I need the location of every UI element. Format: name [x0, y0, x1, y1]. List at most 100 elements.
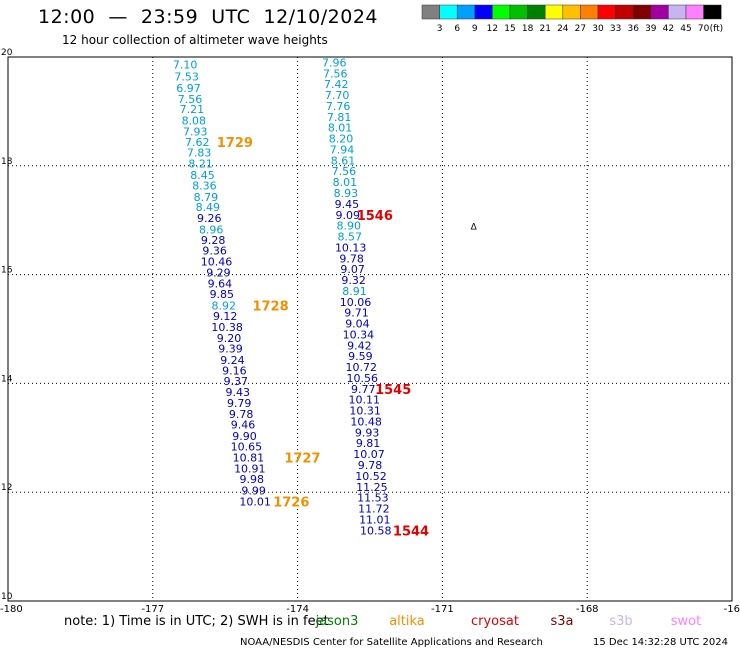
wave-height-value: 9.37	[224, 375, 249, 388]
x-tick-label: -177	[141, 604, 164, 615]
legend-swatch	[632, 4, 652, 20]
legend-tick-label: 9	[472, 24, 478, 34]
wave-height-value: 9.59	[348, 350, 373, 363]
wave-height-value: 8.92	[212, 300, 237, 313]
wave-height-value: 7.21	[180, 103, 205, 116]
wave-height-value: 7.83	[187, 147, 212, 160]
wave-height-value: 9.77	[351, 383, 376, 396]
wave-height-value: 10.56	[347, 372, 379, 385]
wave-height-value: 11.72	[358, 503, 390, 516]
wave-height-value: 10.91	[234, 462, 266, 475]
legend-tick-label: 45	[680, 24, 691, 34]
y-tick-label: 18	[1, 157, 13, 167]
page-subtitle: 12 hour collection of altimeter wave hei…	[62, 33, 328, 47]
wave-height-value: 8.91	[342, 285, 367, 298]
wave-height-value: 10.46	[201, 256, 233, 269]
wave-height-value: 8.96	[199, 223, 224, 236]
legend-tick-label: 30	[592, 24, 604, 34]
wave-height-value: 9.93	[355, 426, 380, 439]
wave-height-value: 9.43	[225, 386, 250, 399]
wave-height-value: 10.48	[350, 415, 382, 428]
wave-height-value: 9.78	[358, 459, 383, 472]
wave-height-value: 8.20	[329, 133, 354, 146]
legend-tick-label: 36	[627, 24, 639, 34]
wave-height-value: 8.61	[331, 154, 356, 167]
track-pass-1546-1544: 7.967.567.427.707.767.818.018.207.948.61…	[322, 56, 429, 539]
wave-height-value: 9.39	[218, 343, 243, 356]
legend-swatch	[527, 4, 546, 20]
color-scale-legend: 3 6 9 12 15 18 21 24 27 30 33 36 39 42 45 70 (ft)	[421, 4, 724, 34]
legend-unit: (ft)	[710, 24, 724, 34]
y-tick-label: 12	[1, 483, 12, 493]
satellite-legend-jason3: jason3	[315, 614, 359, 629]
satellite-legend-s3b: s3b	[609, 614, 632, 629]
wave-height-value: 10.58	[360, 524, 392, 537]
legend-swatch	[439, 4, 458, 20]
wave-height-value: 9.98	[239, 473, 264, 486]
wave-height-value: 9.24	[220, 354, 245, 367]
plot-frame	[7, 56, 733, 602]
wave-height-value: 7.53	[174, 71, 199, 84]
wave-height-value: 8.93	[334, 187, 359, 200]
satellite-legend-swot: swot	[671, 614, 701, 629]
wave-height-value: 9.79	[227, 397, 252, 410]
wave-height-value: 8.36	[192, 179, 217, 192]
wave-height-value: 9.16	[222, 364, 247, 377]
wave-height-value: 9.32	[341, 274, 366, 287]
wave-height-value: 9.42	[347, 339, 372, 352]
wave-height-value: 9.36	[202, 245, 227, 258]
wave-height-value: 7.56	[332, 165, 357, 178]
legend-tick-label: 39	[645, 24, 657, 34]
pass-time-label: 1729	[217, 136, 253, 151]
wave-height-value: 9.04	[345, 318, 370, 331]
wave-height-value: 8.57	[337, 231, 362, 244]
pass-time-label: 1546	[357, 209, 393, 224]
y-tick-label: 10	[1, 592, 13, 602]
wave-height-value: 8.45	[190, 169, 215, 182]
wave-height-value: 11.25	[356, 481, 388, 494]
y-tick-label: 14	[1, 374, 13, 384]
x-tick-label: -174	[286, 604, 309, 615]
legend-tick-label: 18	[522, 24, 534, 34]
wave-height-value: 10.52	[355, 470, 387, 483]
wave-height-value: 10.38	[211, 321, 243, 334]
legend-swatch	[685, 4, 704, 20]
wave-height-value: 7.10	[173, 59, 198, 72]
footer-credit: NOAA/NESDIS Center for Satellite Applica…	[240, 637, 543, 648]
legend-swatch	[474, 4, 493, 20]
wave-height-value: 9.26	[197, 212, 222, 225]
legend-tick-label: 42	[663, 24, 674, 34]
wave-height-value: 9.45	[335, 198, 360, 211]
page-title: 12:00 — 23:59 UTC 12/10/2024	[38, 6, 379, 28]
wave-height-value: 8.49	[196, 201, 221, 214]
wave-height-value: 9.28	[201, 234, 226, 247]
satellite-legend-s3a: s3a	[550, 614, 573, 629]
wave-height-value: 9.90	[232, 430, 257, 443]
legend-tick-label: 24	[557, 24, 569, 34]
x-tick-label: -16	[724, 604, 740, 615]
wave-height-value: 11.01	[359, 513, 391, 526]
wave-height-value: 9.09	[336, 209, 361, 222]
wave-height-value: 8.01	[328, 122, 353, 135]
wave-height-value: 9.46	[231, 419, 256, 432]
legend-swatch	[509, 4, 528, 20]
wave-height-value: 10.72	[346, 361, 378, 374]
wave-height-value: 9.81	[356, 437, 381, 450]
footer-timestamp: 15 Dec 14:32:28 UTC 2024	[593, 637, 728, 648]
legend-swatch	[650, 4, 669, 20]
legend-tick-label: 6	[454, 24, 460, 34]
wave-height-value: 6.97	[176, 82, 201, 95]
buoy-marker: Δ	[471, 223, 478, 233]
grid-lines	[8, 57, 732, 601]
wave-height-value: 7.70	[325, 89, 350, 102]
wave-height-value: 8.79	[194, 191, 219, 204]
pass-time-label: 1728	[252, 300, 288, 315]
pass-time-label: 1544	[393, 524, 429, 539]
wave-height-value: 8.21	[188, 158, 213, 171]
legend-swatch	[562, 4, 581, 20]
legend-swatch	[421, 4, 440, 20]
wave-height-value: 7.81	[327, 111, 352, 124]
wave-height-value: 9.85	[210, 288, 235, 301]
wave-height-value: 8.01	[333, 176, 358, 189]
